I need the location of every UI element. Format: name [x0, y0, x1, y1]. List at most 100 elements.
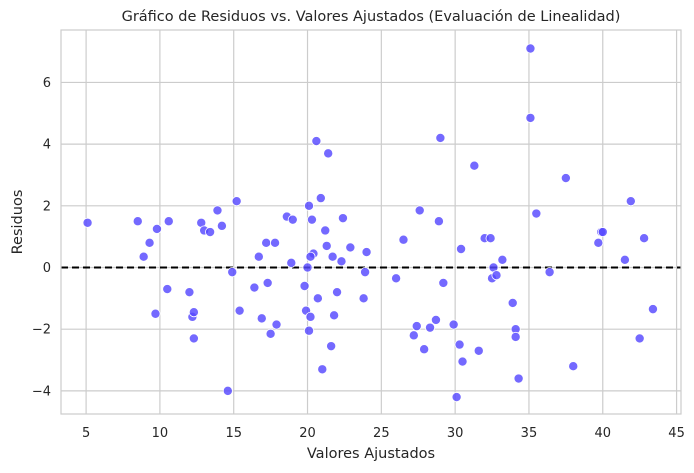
data-point — [163, 216, 174, 227]
data-point — [507, 297, 518, 308]
data-point — [234, 305, 245, 316]
chart-title: Gráfico de Residuos vs. Valores Ajustado… — [122, 9, 621, 25]
data-point — [227, 267, 238, 278]
x-tick-label: 45 — [668, 426, 685, 441]
data-point — [531, 208, 542, 219]
data-point — [150, 308, 161, 319]
y-tick-label: 2 — [43, 199, 51, 214]
data-point — [306, 214, 317, 225]
x-axis-ticks: 5 10 15 20 25 30 35 40 45 — [82, 426, 685, 441]
data-point — [327, 251, 338, 262]
data-point — [544, 267, 555, 278]
y-tick-label: 4 — [43, 138, 51, 153]
data-point — [414, 205, 425, 216]
data-point — [336, 256, 347, 267]
data-point — [315, 193, 326, 204]
data-point — [188, 333, 199, 344]
data-point — [457, 356, 468, 367]
data-point — [647, 304, 658, 315]
data-point — [82, 217, 93, 228]
data-point — [345, 242, 356, 253]
data-point — [425, 322, 436, 333]
x-tick-label: 25 — [373, 426, 390, 441]
data-point — [265, 328, 276, 339]
y-tick-label: 6 — [43, 76, 51, 91]
x-tick-label: 30 — [447, 426, 464, 441]
data-point — [184, 287, 195, 298]
data-point — [438, 277, 449, 288]
data-point — [337, 213, 348, 224]
data-point — [212, 205, 223, 216]
data-point — [451, 392, 462, 403]
data-points — [82, 43, 658, 403]
y-tick-label: −2 — [32, 323, 51, 338]
data-point — [411, 321, 422, 332]
data-point — [261, 237, 272, 248]
x-tick-label: 35 — [521, 426, 538, 441]
data-point — [625, 196, 636, 207]
data-point — [323, 148, 334, 159]
data-point — [391, 273, 402, 284]
data-point — [302, 262, 313, 273]
data-point — [305, 251, 316, 262]
data-point — [510, 331, 521, 342]
data-point — [634, 333, 645, 344]
plot-frame — [60, 29, 682, 415]
data-point — [320, 225, 331, 236]
data-point — [435, 132, 446, 143]
data-point — [216, 220, 227, 231]
data-point — [144, 237, 155, 248]
y-tick-label: −4 — [32, 384, 51, 399]
data-point — [473, 345, 484, 356]
data-point — [312, 293, 323, 304]
data-point — [408, 330, 419, 341]
data-point — [332, 287, 343, 298]
data-point — [593, 237, 604, 248]
data-point — [485, 233, 496, 244]
x-tick-label: 20 — [299, 426, 316, 441]
data-point — [568, 361, 579, 372]
data-point — [286, 257, 297, 268]
data-point — [358, 293, 369, 304]
data-point — [430, 314, 441, 325]
data-point — [456, 243, 467, 254]
data-point — [305, 311, 316, 322]
data-point — [326, 341, 337, 352]
data-point — [525, 112, 536, 123]
data-point — [360, 267, 371, 278]
data-point — [303, 325, 314, 336]
data-point — [497, 254, 508, 265]
data-point — [303, 200, 314, 211]
data-point — [162, 284, 173, 295]
plot-area — [61, 30, 681, 414]
x-tick-label: 40 — [594, 426, 611, 441]
data-point — [151, 223, 162, 234]
data-point — [231, 196, 242, 207]
x-tick-label: 15 — [225, 426, 242, 441]
data-point — [513, 373, 524, 384]
data-point — [317, 364, 328, 375]
x-axis-label: Valores Ajustados — [307, 446, 435, 462]
data-point — [361, 247, 372, 258]
data-point — [597, 227, 608, 238]
data-point — [205, 227, 216, 238]
data-point — [271, 319, 282, 330]
data-point — [525, 43, 536, 54]
data-point — [299, 280, 310, 291]
data-point — [448, 319, 459, 330]
data-point — [311, 136, 322, 147]
x-tick-label: 10 — [152, 426, 169, 441]
data-point — [270, 237, 281, 248]
data-point — [222, 385, 233, 396]
data-point — [321, 240, 332, 251]
data-point — [433, 216, 444, 227]
data-point — [132, 216, 143, 227]
data-point — [469, 160, 480, 171]
data-point — [262, 277, 273, 288]
data-point — [256, 313, 267, 324]
data-point — [639, 233, 650, 244]
data-point — [619, 254, 630, 265]
y-axis-label: Residuos — [10, 190, 26, 255]
data-point — [454, 339, 465, 350]
